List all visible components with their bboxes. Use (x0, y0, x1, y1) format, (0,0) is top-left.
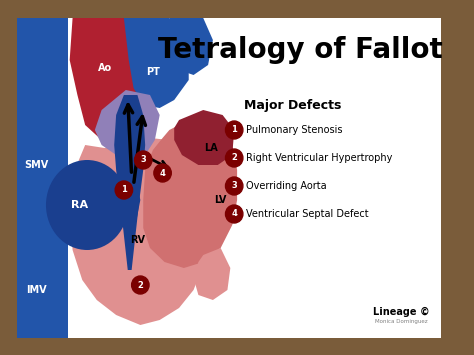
Text: PT: PT (146, 67, 160, 77)
Polygon shape (18, 18, 68, 338)
Circle shape (135, 151, 152, 169)
Text: LA: LA (204, 143, 218, 153)
Polygon shape (70, 138, 208, 325)
Text: 4: 4 (160, 169, 165, 178)
Text: 2: 2 (137, 280, 143, 289)
Text: Pulmonary Stenosis: Pulmonary Stenosis (246, 125, 342, 135)
Circle shape (132, 276, 149, 294)
Text: 1: 1 (231, 126, 237, 135)
Text: 1: 1 (121, 186, 127, 195)
Text: Ao: Ao (98, 63, 111, 73)
Text: Right Ventricular Hypertrophy: Right Ventricular Hypertrophy (246, 153, 392, 163)
Text: RV: RV (130, 235, 145, 245)
Text: RA: RA (71, 200, 88, 210)
Circle shape (154, 164, 171, 182)
FancyBboxPatch shape (18, 18, 441, 338)
Polygon shape (107, 175, 140, 225)
Text: Ventricular Septal Defect: Ventricular Septal Defect (246, 209, 368, 219)
Polygon shape (95, 90, 160, 160)
Text: Lineage ©: Lineage © (373, 307, 430, 317)
Text: 3: 3 (231, 181, 237, 191)
Text: Overriding Aorta: Overriding Aorta (246, 181, 327, 191)
Text: IMV: IMV (27, 285, 47, 295)
Circle shape (226, 149, 243, 167)
Circle shape (226, 177, 243, 195)
Text: 3: 3 (140, 155, 146, 164)
Text: SMV: SMV (25, 160, 49, 170)
Text: Monica Dominguez: Monica Dominguez (375, 320, 428, 324)
Circle shape (226, 205, 243, 223)
Text: 2: 2 (231, 153, 237, 163)
Polygon shape (114, 95, 145, 270)
Text: Tetralogy of Fallot: Tetralogy of Fallot (158, 36, 442, 64)
Polygon shape (169, 18, 213, 75)
Polygon shape (193, 248, 230, 300)
Polygon shape (124, 18, 189, 108)
Polygon shape (174, 110, 234, 165)
Ellipse shape (46, 160, 128, 250)
Text: 4: 4 (231, 209, 237, 218)
Polygon shape (143, 118, 237, 268)
Text: LV: LV (214, 195, 227, 205)
Polygon shape (70, 18, 140, 145)
Circle shape (115, 181, 133, 199)
Circle shape (226, 121, 243, 139)
Text: Major Defects: Major Defects (244, 98, 341, 111)
